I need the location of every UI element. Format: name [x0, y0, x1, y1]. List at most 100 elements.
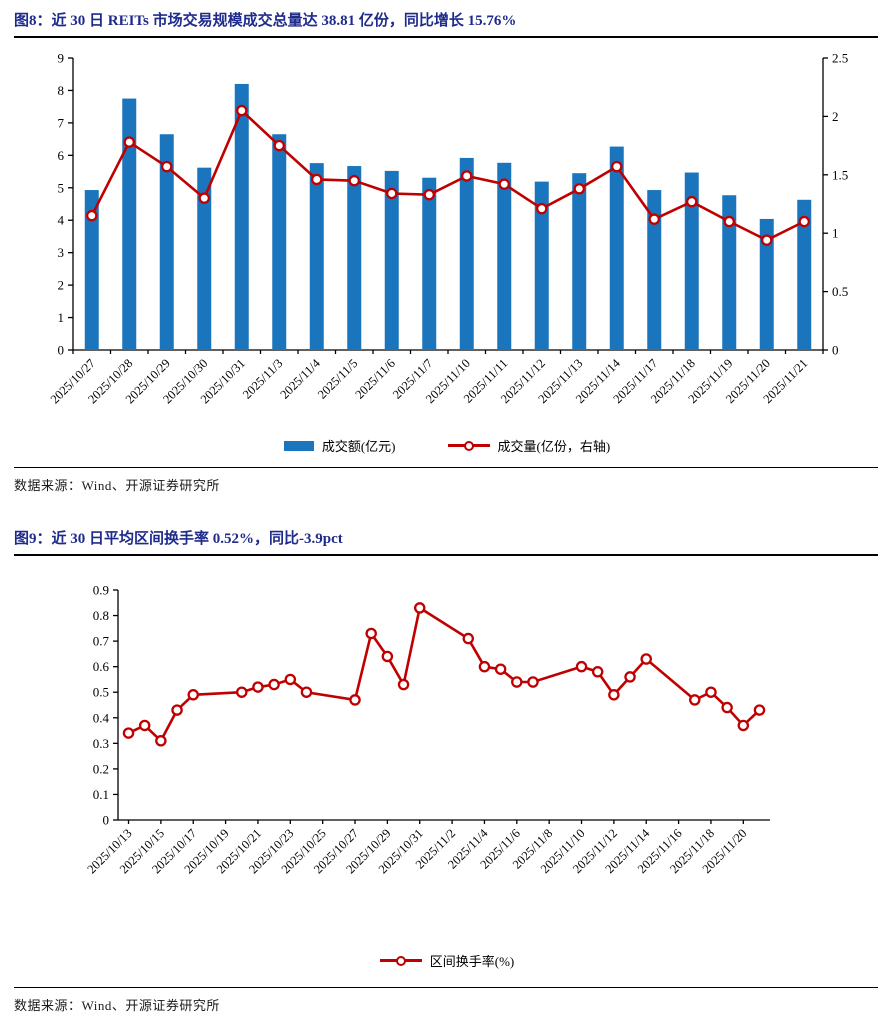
bar-2025/10/29	[159, 134, 174, 350]
turnover-marker-2025/11/5	[494, 663, 507, 675]
turnover-marker-2025/10/20	[236, 686, 248, 698]
volume-marker-2025/11/18	[686, 195, 698, 208]
bar-2025/11/11	[497, 162, 512, 350]
turnover-marker-2025/11/6	[511, 676, 523, 688]
figure9-plot: 00.10.20.30.40.50.60.70.80.92025/10/1320…	[84, 583, 770, 876]
y-axis-left-tick-label: 1	[58, 310, 65, 325]
figure8-bottom-rule	[14, 467, 878, 468]
figure8-title-rule	[14, 36, 878, 38]
y-axis-right-tick-label: 0.5	[832, 284, 848, 299]
bar-2025/10/28	[122, 98, 137, 350]
bar-2025/11/4	[309, 163, 324, 350]
turnover-marker-2025/11/12	[608, 689, 620, 701]
y-axis-left-tick-label: 4	[58, 213, 65, 228]
legend-label-turnover-amount: 成交额(亿元)	[321, 439, 396, 454]
legend-item-interval-turnover-rate: 区间换手率(%)	[379, 951, 515, 970]
volume-marker-2025/11/14	[611, 160, 623, 173]
y-axis-left-tick-label: 9	[58, 51, 65, 66]
volume-marker-2025/10/30	[198, 192, 210, 204]
turnover-marker-2025/11/21	[753, 704, 766, 716]
y-axis-tick-label: 0.8	[93, 608, 109, 623]
turnover-marker-2025/10/21	[252, 681, 264, 693]
x-axis-tick-label: 2025/11/4	[277, 356, 323, 402]
turnover-marker-2025/11/7	[527, 676, 539, 688]
bar-2025/11/10	[459, 157, 474, 350]
turnover-marker-2025/10/24	[300, 686, 313, 698]
volume-marker-2025/11/7	[423, 188, 435, 201]
y-axis-left-tick-label: 6	[58, 148, 65, 163]
bar-2025/10/30	[197, 167, 212, 350]
bar-2025/11/19	[722, 195, 737, 350]
bar-2025/11/12	[534, 181, 549, 350]
legend-label-interval-turnover-rate: 区间换手率(%)	[429, 954, 515, 969]
y-axis-tick-label: 0.5	[93, 685, 109, 700]
volume-marker-2025/10/28	[123, 136, 136, 148]
volume-marker-2025/10/27	[86, 209, 98, 222]
legend-label-trading-volume: 成交量(亿份，右轴)	[497, 439, 611, 454]
y-axis-right-tick-label: 2.5	[832, 51, 848, 66]
volume-marker-2025/11/20	[761, 234, 773, 246]
marker-dot-icon	[395, 955, 406, 966]
y-axis-left-tick-label: 3	[58, 245, 65, 260]
turnover-marker-2025/11/17	[689, 694, 701, 706]
bar-2025/11/17	[647, 190, 662, 350]
y-axis-tick-label: 0.6	[93, 659, 110, 674]
y-axis-tick-label: 0.4	[93, 710, 110, 725]
bar-swatch-icon	[283, 440, 314, 451]
bar-2025/11/18	[684, 172, 699, 350]
volume-marker-2025/10/29	[160, 160, 173, 173]
volume-marker-2025/11/3	[273, 139, 285, 152]
figure9-legend: 区间换手率(%)	[14, 951, 880, 970]
volume-marker-2025/11/5	[348, 174, 360, 187]
volume-marker-2025/11/10	[460, 170, 473, 182]
turnover-marker-2025/10/17	[187, 689, 199, 701]
bar-2025/11/21	[797, 199, 812, 350]
bar-2025/10/31	[234, 83, 249, 350]
bar-2025/11/14	[609, 146, 624, 350]
volume-marker-2025/11/12	[536, 202, 548, 215]
y-axis-tick-label: 0	[103, 813, 110, 828]
turnover-marker-2025/11/10	[575, 660, 588, 673]
turnover-marker-2025/11/3	[462, 632, 475, 645]
bar-2025/11/6	[384, 170, 399, 350]
y-axis-tick-label: 0.9	[93, 583, 109, 598]
y-axis-right-tick-label: 1	[832, 226, 839, 241]
figure8-title: 图8：近 30 日 REITs 市场交易规模成交总量达 38.81 亿份，同比增…	[14, 13, 517, 29]
line-swatch-icon	[447, 440, 490, 451]
y-axis-left-tick-label: 2	[58, 278, 65, 293]
turnover-marker-2025/10/22	[268, 678, 280, 691]
turnover-marker-2025/10/23	[284, 673, 297, 686]
y-axis-right-tick-label: 1.5	[832, 167, 848, 182]
volume-marker-2025/10/31	[235, 104, 248, 117]
y-axis-tick-label: 0.7	[93, 634, 110, 649]
turnover-rate-line	[127, 605, 761, 743]
bar-2025/11/5	[347, 166, 362, 350]
legend-item-turnover-amount: 成交额(亿元)	[283, 436, 396, 455]
bar-2025/11/20	[759, 218, 774, 350]
turnover-marker-2025/11/18	[705, 686, 717, 698]
figure8-source: 数据来源：Wind、开源证券研究所	[14, 478, 220, 493]
bar-2025/11/7	[422, 177, 437, 350]
volume-marker-2025/11/13	[573, 183, 586, 195]
x-axis-tick-label: 2025/11/5	[315, 356, 360, 401]
turnover-marker-2025/10/13	[122, 727, 135, 739]
volume-marker-2025/11/19	[723, 215, 736, 228]
figure9-title-rule	[14, 554, 878, 556]
figure9-title: 图9：近 30 日平均区间换手率 0.52%，同比-3.9pct	[14, 531, 343, 547]
figure9-bottom-rule	[14, 987, 878, 988]
volume-marker-2025/11/17	[648, 213, 661, 225]
turnover-marker-2025/11/13	[624, 671, 636, 683]
volume-marker-2025/11/11	[498, 178, 510, 190]
volume-line	[90, 108, 805, 242]
turnover-marker-2025/10/29	[381, 650, 394, 663]
line-swatch-icon	[379, 955, 422, 966]
bar-2025/11/13	[572, 173, 587, 350]
turnover-marker-2025/11/14	[640, 653, 652, 665]
y-axis-left-tick-label: 8	[58, 83, 65, 98]
y-axis-tick-label: 0.1	[93, 787, 109, 802]
turnover-marker-2025/10/15	[155, 735, 167, 747]
y-axis-left-tick-label: 7	[58, 115, 65, 130]
turnover-marker-2025/10/31	[413, 602, 426, 614]
bar-2025/10/27	[84, 190, 99, 350]
legend-item-trading-volume: 成交量(亿份，右轴)	[447, 436, 611, 455]
